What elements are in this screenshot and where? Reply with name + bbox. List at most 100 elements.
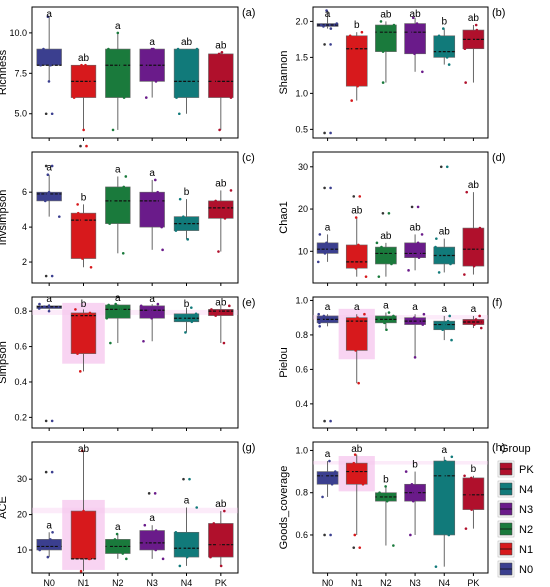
data-point	[364, 275, 368, 278]
data-point	[362, 260, 366, 264]
data-point	[380, 245, 383, 249]
x-tick-label: N0	[322, 578, 334, 587]
box-N1: ab	[345, 444, 368, 549]
data-point	[411, 16, 415, 20]
box-PK: ab	[208, 297, 234, 345]
panel-g: 10 20 30 ACE (g) a ab a a a ab N0 N1 N2 N3 N4 PK	[0, 441, 255, 587]
significance-letter: a	[115, 164, 121, 175]
significance-letter: ab	[351, 444, 363, 455]
y-tick-label: 20	[298, 204, 308, 214]
data-point	[446, 319, 450, 323]
data-point	[43, 199, 47, 203]
data-point	[190, 320, 194, 324]
data-point	[212, 522, 216, 525]
box-body	[208, 309, 234, 316]
y-axis-label: Chao1	[278, 201, 290, 233]
box-body	[375, 24, 397, 52]
data-point	[392, 23, 396, 27]
data-point	[46, 15, 50, 19]
data-point	[228, 304, 231, 308]
panel-label: (g)	[242, 442, 255, 454]
group-legend: Group PK N4 N3 N2 N1 N0	[497, 443, 534, 578]
data-point	[37, 307, 41, 310]
data-point	[181, 222, 184, 225]
data-point	[194, 80, 198, 83]
data-point	[106, 545, 110, 548]
box-body	[173, 48, 200, 98]
box-PK: ab	[462, 180, 485, 276]
data-point	[190, 306, 193, 309]
plot-frame	[312, 441, 489, 574]
box-body	[345, 35, 368, 87]
box-body	[36, 539, 62, 551]
data-point	[38, 302, 41, 306]
data-point	[421, 70, 424, 74]
y-tick-label: 0.8	[295, 488, 308, 498]
y-tick-label: 0.5	[295, 124, 308, 134]
significance-letter: b	[354, 20, 360, 31]
data-point	[80, 218, 84, 222]
x-tick-label: N3	[146, 578, 158, 587]
data-point	[139, 304, 143, 308]
data-point	[80, 63, 83, 67]
significance-letter: a	[149, 168, 155, 179]
data-point	[124, 175, 128, 178]
data-point	[463, 47, 467, 51]
data-point	[470, 38, 474, 41]
data-point	[90, 80, 94, 83]
data-point	[434, 565, 438, 568]
outlier-point	[410, 205, 414, 209]
significance-letter: a	[115, 293, 121, 304]
data-point	[416, 241, 420, 245]
box-N2: a	[105, 522, 131, 561]
box-body	[70, 510, 97, 560]
box-N4: ab	[433, 165, 456, 274]
box-body	[208, 200, 234, 219]
outlier-point	[50, 470, 54, 474]
significance-letter: ab	[215, 40, 227, 51]
legend-item-N1: N1	[497, 540, 533, 558]
box-N3: a	[139, 168, 165, 252]
box-N0: a	[36, 294, 62, 423]
data-point	[142, 339, 145, 343]
data-point	[318, 233, 322, 236]
y-tick-label: 30	[17, 474, 27, 484]
box-body	[70, 212, 97, 259]
plot-frame	[31, 441, 239, 574]
data-point	[47, 190, 51, 194]
data-point	[320, 23, 323, 27]
box-N1: a	[345, 302, 368, 385]
data-point	[46, 173, 50, 177]
significance-letter: a	[383, 301, 389, 312]
data-point	[148, 308, 152, 312]
box-N0: a	[36, 9, 62, 116]
box-body	[404, 242, 426, 258]
data-point	[381, 50, 385, 53]
box-PK: b	[462, 464, 485, 530]
data-point	[194, 312, 198, 316]
outlier-point	[147, 492, 151, 495]
box-N2: a	[105, 293, 131, 345]
y-axis-label: Richness	[0, 49, 9, 95]
box-N1: ab	[70, 444, 97, 573]
data-point	[417, 319, 420, 323]
box-body	[345, 244, 368, 269]
data-point	[392, 252, 395, 255]
data-point	[392, 544, 395, 547]
outlier-point	[85, 144, 88, 148]
outlier-point	[323, 419, 326, 423]
data-point	[360, 30, 364, 34]
significance-letter: ab	[215, 297, 227, 308]
data-point	[478, 247, 481, 251]
data-point	[89, 265, 93, 269]
panel-d: 10 20 30 Chao1 (d) a ab ab ab ab ab	[278, 151, 505, 286]
data-point	[195, 506, 199, 509]
data-point	[417, 256, 421, 259]
data-point	[125, 557, 128, 561]
data-point	[156, 190, 159, 194]
data-point	[154, 80, 158, 83]
data-point	[51, 530, 54, 534]
data-point	[321, 495, 324, 499]
legend-label: N2	[519, 524, 533, 536]
